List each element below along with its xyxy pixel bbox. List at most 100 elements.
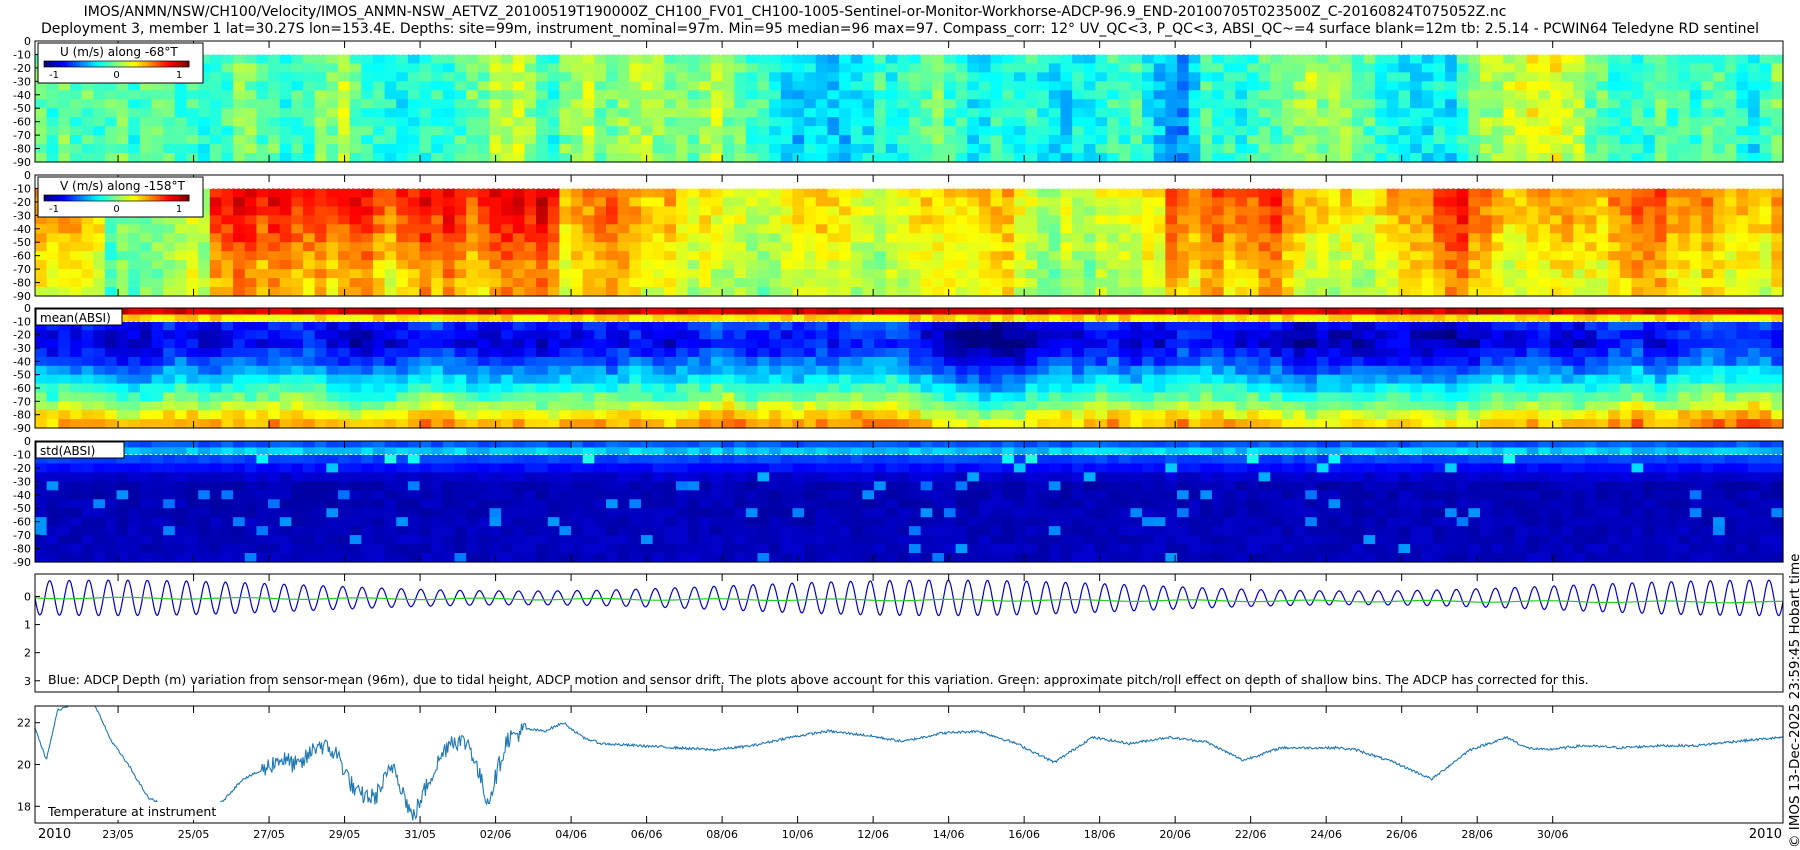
meanabsi-cell (617, 392, 630, 402)
u-cell (1689, 81, 1703, 91)
v-cell (722, 197, 735, 207)
u-cell (1351, 63, 1365, 73)
u-cell (1526, 144, 1539, 154)
v-cell (1083, 278, 1097, 288)
v-cell (58, 233, 71, 243)
v-cell (1013, 197, 1027, 207)
v-cell (547, 224, 560, 234)
v-cell (35, 224, 48, 234)
v-cell (652, 206, 665, 216)
u-cell (839, 153, 852, 163)
u-cell (1048, 144, 1062, 154)
u-cell (1503, 126, 1516, 136)
v-cell (1165, 233, 1178, 243)
v-cell (909, 215, 922, 225)
u-cell (1363, 153, 1376, 163)
meanabsi-cell (792, 330, 805, 340)
u-cell (734, 54, 747, 65)
v-cell (780, 251, 794, 261)
meanabsi-cell (827, 383, 840, 394)
v-cell (501, 188, 514, 199)
u-cell (1468, 99, 1481, 109)
u-cell (1514, 135, 1528, 145)
meanabsi-surface-cell (722, 314, 735, 322)
meanabsi-cell (757, 348, 770, 358)
v-cell (477, 197, 491, 207)
meanabsi-cell (477, 392, 491, 402)
meanabsi-cell (874, 365, 887, 376)
u-cell (699, 90, 712, 100)
u-cell (1130, 90, 1143, 100)
v-cell (536, 269, 549, 279)
v-cell (1048, 233, 1062, 243)
v-cell (722, 242, 735, 252)
v-cell (244, 278, 258, 288)
u-cell (1165, 99, 1178, 109)
meanabsi-cell (524, 356, 537, 367)
v-cell (477, 233, 491, 243)
meanabsi-cell (897, 374, 910, 385)
u-cell (1351, 144, 1365, 154)
v-cell (489, 278, 502, 288)
meanabsi-cell (279, 392, 292, 402)
v-cell (1526, 197, 1539, 207)
meanabsi-cell (978, 330, 992, 340)
v-cell (501, 251, 514, 261)
u-cell (454, 108, 467, 118)
u-cell (1293, 54, 1306, 65)
v-cell (909, 197, 922, 207)
v-cell (1398, 197, 1411, 207)
u-cell (734, 144, 747, 154)
v-cell (629, 269, 642, 279)
u-cell (1375, 108, 1388, 118)
u-cell (804, 54, 817, 65)
v-cell (536, 197, 549, 207)
v-cell (559, 260, 572, 270)
u-cell (314, 63, 327, 73)
v-cell (372, 224, 386, 234)
u-cell (1246, 81, 1260, 91)
v-cell (1165, 206, 1178, 216)
u-cell (477, 108, 491, 118)
u-cell (291, 90, 304, 100)
u-cell (699, 99, 712, 109)
meanabsi-cell (815, 365, 829, 376)
u-cell (233, 54, 246, 65)
v-cell (920, 215, 933, 225)
u-cell (1177, 81, 1190, 91)
v-cell (1305, 269, 1318, 279)
meanabsi-cell (862, 401, 875, 411)
meanabsi-surface-cell (874, 314, 887, 322)
u-cell (1165, 135, 1178, 145)
u-cell (501, 63, 514, 73)
meanabsi-cell (349, 410, 362, 420)
v-cell (1316, 206, 1330, 216)
u-cell (617, 126, 630, 136)
u-cell (815, 81, 829, 91)
v-cell (1118, 260, 1132, 270)
v-cell (1724, 224, 1737, 234)
u-cell (1072, 72, 1085, 82)
v-cell (512, 224, 526, 234)
u-cell (81, 126, 94, 136)
v-cell (722, 206, 735, 216)
meanabsi-cell (675, 392, 689, 402)
u-cell (640, 126, 654, 136)
u-cell (699, 63, 712, 73)
v-cell (116, 233, 129, 243)
meanabsi-cell (547, 392, 560, 402)
v-cell (1270, 242, 1283, 252)
u-cell (1188, 117, 1201, 127)
meanabsi-cell (897, 410, 910, 420)
meanabsi-cell (943, 330, 957, 340)
v-cell (1736, 224, 1749, 234)
v-cell (1608, 206, 1621, 216)
u-cell (1060, 135, 1073, 145)
meanabsi-cell (536, 321, 549, 331)
meanabsi-cell (955, 401, 968, 411)
v-cell (1526, 224, 1539, 234)
v-cell (1095, 188, 1108, 199)
u-cell (967, 72, 980, 82)
meanabsi-cell (524, 365, 537, 376)
u-cell (1514, 81, 1528, 91)
